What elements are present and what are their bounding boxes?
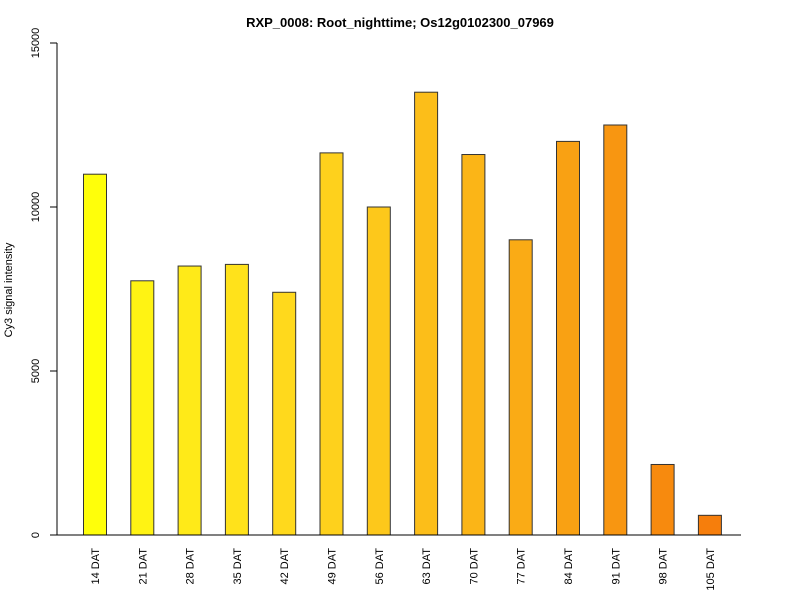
x-tick-label: 84 DAT [563, 548, 575, 585]
bar [556, 140, 580, 536]
x-tick-label: 63 DAT [421, 548, 433, 585]
x-tick-labels: 14 DAT 21 DAT 28 DAT 35 DAT 42 DAT 49 DAT 56 D… [90, 548, 717, 591]
y-tick-label: 10000 [30, 192, 42, 223]
x-tick-label: 98 DAT [658, 548, 670, 585]
x-tick-label: 28 DAT [185, 548, 197, 585]
bar [697, 514, 722, 536]
bar [272, 291, 297, 536]
x-tick-label: 49 DAT [327, 548, 339, 585]
bar [461, 154, 486, 536]
bar [319, 152, 344, 536]
x-tick-label: 70 DAT [468, 548, 480, 585]
bar [177, 265, 202, 536]
bar [224, 263, 249, 536]
bar [366, 206, 391, 536]
x-tick-label: 77 DAT [516, 548, 528, 585]
bar [603, 124, 628, 536]
bar [508, 239, 533, 536]
bar [650, 463, 675, 536]
y-tick-label: 5000 [30, 359, 42, 383]
x-tick-label: 91 DAT [610, 548, 622, 585]
x-tick-label: 105 DAT [705, 548, 717, 591]
y-axis-label: Cy3 signal intensity [3, 242, 15, 337]
bars-group [83, 91, 722, 536]
bar [83, 173, 107, 536]
y-tick-label: 15000 [30, 28, 42, 59]
bar [414, 91, 439, 536]
chart-title: RXP_0008: Root_nighttime; Os12g0102300_0… [246, 15, 554, 30]
x-tick-label: 56 DAT [374, 548, 386, 585]
x-tick-label: 21 DAT [137, 548, 149, 585]
x-tick-label: 14 DAT [90, 548, 102, 585]
y-axis: 0 5000 10000 15000 [30, 28, 58, 538]
x-tick-label: 35 DAT [232, 548, 244, 585]
y-tick-label: 0 [30, 532, 42, 538]
x-tick-label: 42 DAT [279, 548, 291, 585]
bar [130, 280, 155, 536]
